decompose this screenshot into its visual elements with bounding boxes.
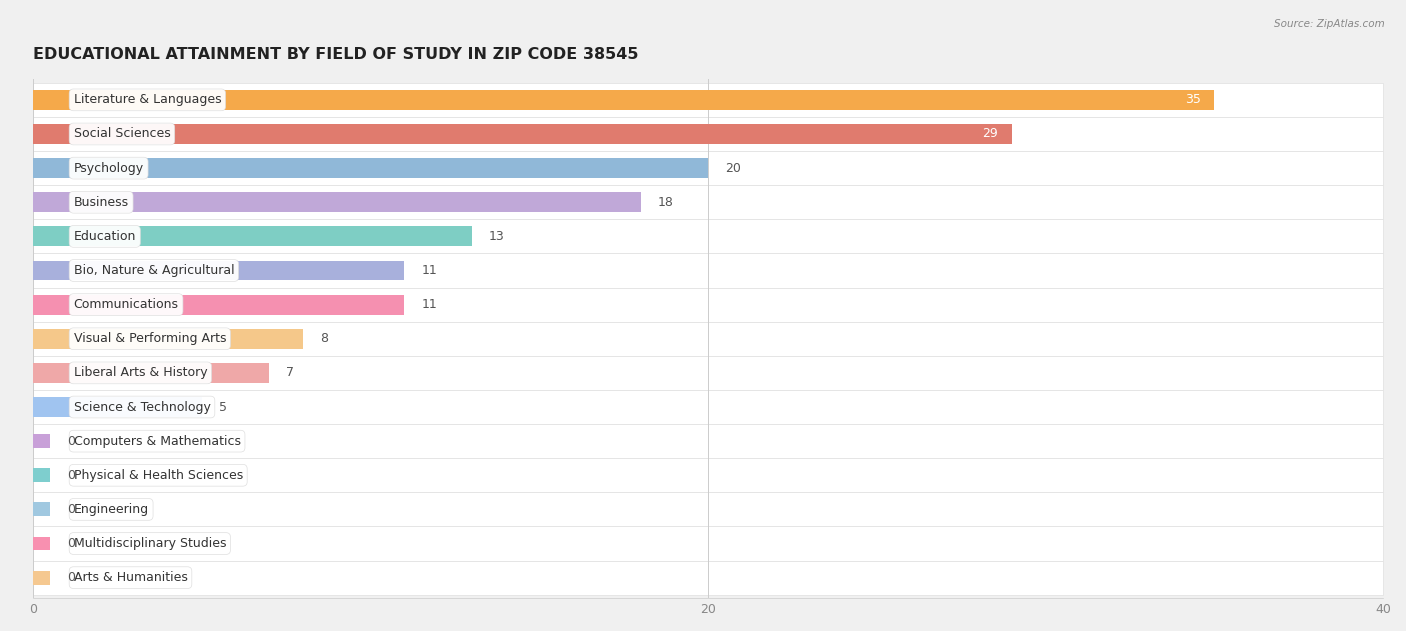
Text: Bio, Nature & Agricultural: Bio, Nature & Agricultural xyxy=(73,264,235,277)
Bar xyxy=(34,434,51,448)
Text: Communications: Communications xyxy=(73,298,179,311)
Bar xyxy=(34,124,1012,144)
Text: Business: Business xyxy=(73,196,129,209)
Text: Physical & Health Sciences: Physical & Health Sciences xyxy=(73,469,243,482)
Text: 5: 5 xyxy=(219,401,226,413)
Text: EDUCATIONAL ATTAINMENT BY FIELD OF STUDY IN ZIP CODE 38545: EDUCATIONAL ATTAINMENT BY FIELD OF STUDY… xyxy=(34,47,638,62)
Text: Education: Education xyxy=(73,230,136,243)
FancyBboxPatch shape xyxy=(34,458,1384,492)
Text: Engineering: Engineering xyxy=(73,503,149,516)
FancyBboxPatch shape xyxy=(34,390,1384,424)
FancyBboxPatch shape xyxy=(34,288,1384,322)
Bar xyxy=(34,227,472,246)
Bar xyxy=(34,570,51,584)
Bar xyxy=(34,363,270,383)
Text: Liberal Arts & History: Liberal Arts & History xyxy=(73,367,207,379)
Bar xyxy=(34,329,304,349)
Text: 29: 29 xyxy=(983,127,998,141)
Text: Visual & Performing Arts: Visual & Performing Arts xyxy=(73,333,226,345)
FancyBboxPatch shape xyxy=(34,322,1384,356)
FancyBboxPatch shape xyxy=(34,151,1384,185)
Bar xyxy=(34,536,51,550)
Text: Multidisciplinary Studies: Multidisciplinary Studies xyxy=(73,537,226,550)
FancyBboxPatch shape xyxy=(34,424,1384,458)
Text: 0: 0 xyxy=(67,503,75,516)
Text: 0: 0 xyxy=(67,469,75,482)
Bar xyxy=(34,502,51,516)
FancyBboxPatch shape xyxy=(34,492,1384,526)
Text: Source: ZipAtlas.com: Source: ZipAtlas.com xyxy=(1274,19,1385,29)
FancyBboxPatch shape xyxy=(34,254,1384,288)
FancyBboxPatch shape xyxy=(34,560,1384,595)
Text: 0: 0 xyxy=(67,571,75,584)
Text: Literature & Languages: Literature & Languages xyxy=(73,93,221,107)
Text: Arts & Humanities: Arts & Humanities xyxy=(73,571,187,584)
FancyBboxPatch shape xyxy=(34,83,1384,117)
Text: 13: 13 xyxy=(489,230,505,243)
Text: 20: 20 xyxy=(725,162,741,175)
Text: 18: 18 xyxy=(658,196,673,209)
Text: 35: 35 xyxy=(1185,93,1201,107)
Text: 8: 8 xyxy=(321,333,328,345)
Bar xyxy=(34,90,1215,110)
Text: Social Sciences: Social Sciences xyxy=(73,127,170,141)
FancyBboxPatch shape xyxy=(34,185,1384,220)
Text: 0: 0 xyxy=(67,537,75,550)
FancyBboxPatch shape xyxy=(34,117,1384,151)
Bar xyxy=(34,397,202,417)
Text: 11: 11 xyxy=(422,264,437,277)
Bar xyxy=(34,158,709,178)
Text: 7: 7 xyxy=(287,367,294,379)
Bar xyxy=(34,261,405,280)
Bar xyxy=(34,295,405,314)
FancyBboxPatch shape xyxy=(34,356,1384,390)
Bar xyxy=(34,192,641,212)
FancyBboxPatch shape xyxy=(34,526,1384,560)
Text: 0: 0 xyxy=(67,435,75,447)
Bar xyxy=(34,468,51,482)
Text: Psychology: Psychology xyxy=(73,162,143,175)
Text: 11: 11 xyxy=(422,298,437,311)
Text: Computers & Mathematics: Computers & Mathematics xyxy=(73,435,240,447)
Text: Science & Technology: Science & Technology xyxy=(73,401,211,413)
FancyBboxPatch shape xyxy=(34,220,1384,254)
